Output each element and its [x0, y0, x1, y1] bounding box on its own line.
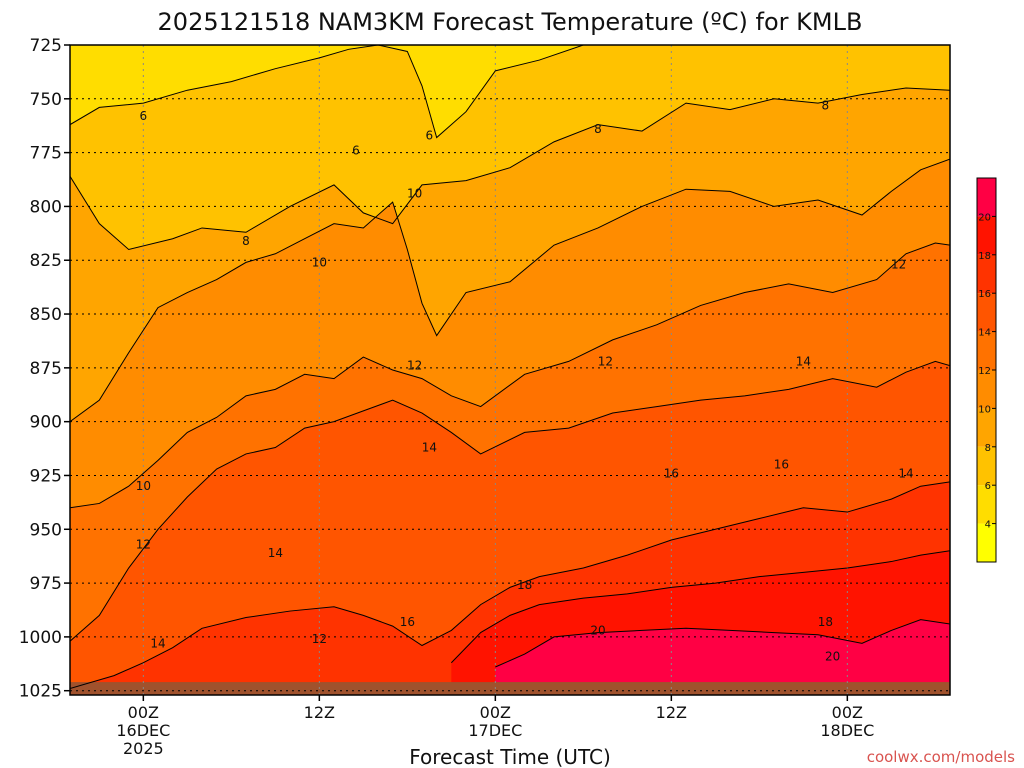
- colorbar-band: [977, 331, 996, 370]
- contour-label: 14: [422, 440, 437, 454]
- colorbar-tick-label: 18: [978, 251, 991, 262]
- contour-label: 8: [594, 122, 602, 136]
- y-tick-label: 1025: [19, 682, 62, 702]
- colorbar-band: [977, 408, 996, 447]
- y-tick-label: 900: [30, 413, 62, 433]
- contour-label: 14: [150, 636, 165, 650]
- isotherm-10: [70, 158, 950, 423]
- y-tick-label: 825: [30, 251, 62, 271]
- x-axis-label: Forecast Time (UTC): [409, 745, 611, 768]
- y-tick-label: 725: [30, 36, 62, 56]
- colorbar-band: [977, 485, 996, 524]
- contour-label: 16: [400, 615, 415, 629]
- y-axis-ticks: 725 750 775 800 825 850 875 900 925 950 975 1000 102…: [19, 36, 70, 702]
- y-tick-label: 800: [30, 197, 62, 217]
- contour-label: 10: [136, 479, 151, 493]
- grid-lines: [70, 45, 950, 695]
- colorbar-tick-label: 16: [978, 289, 991, 300]
- y-tick-label: 850: [30, 305, 62, 325]
- colorbar-tick-label: 20: [978, 212, 991, 223]
- plot-frame: [69, 44, 951, 696]
- contour-label: 8: [822, 98, 830, 112]
- credit-text: coolwx.com/models: [867, 748, 1015, 766]
- colorbar-band: [977, 216, 996, 255]
- contour-label: 14: [268, 546, 283, 560]
- contour-label: 6: [140, 109, 148, 123]
- contour-label: 12: [891, 258, 906, 272]
- contour-label: 12: [312, 632, 327, 646]
- x-tick-label: 16DEC: [116, 721, 170, 740]
- ground-surface: [70, 682, 950, 695]
- isotherm-8: [70, 87, 950, 251]
- colorbar-band: [977, 293, 996, 332]
- contour-label: 14: [898, 466, 913, 480]
- contour-label: 12: [598, 354, 613, 368]
- isotherm-12: [70, 242, 950, 509]
- x-tick-label: 12Z: [656, 703, 687, 722]
- contour-label: 18: [818, 615, 833, 629]
- y-tick-label: 975: [30, 574, 62, 594]
- isotherm-14: [70, 360, 950, 642]
- y-tick-label: 950: [30, 520, 62, 540]
- y-tick-label: 1000: [19, 628, 62, 648]
- contour-label: 16: [774, 458, 789, 472]
- colorbar-tick-label: 4: [985, 520, 991, 531]
- contour-label: 6: [352, 143, 360, 157]
- y-tick-label: 925: [30, 466, 62, 486]
- colorbar-band: [977, 446, 996, 486]
- y-tick-label: 775: [30, 144, 62, 164]
- x-tick-label: 00Z: [832, 703, 863, 722]
- contour-label: 18: [517, 578, 532, 592]
- x-tick-label: 18DEC: [820, 721, 874, 740]
- colorbar-tick-label: 6: [985, 481, 991, 492]
- colorbar-band: [977, 178, 996, 217]
- contour-label: 10: [407, 187, 422, 201]
- colorbar-band: [977, 370, 996, 409]
- contour-labels: 6 6 6 8 8 8 10 10 12 12 12 14 14 14 10 12 14 14 12 16 16 16 18…: [136, 98, 914, 663]
- plot-area: [70, 45, 950, 695]
- contour-label: 12: [407, 359, 422, 373]
- isotherm-16: [70, 481, 950, 690]
- colorbar-band: [977, 254, 996, 294]
- colorbar-band: [977, 523, 996, 562]
- x-tick-label: 00Z: [480, 703, 511, 722]
- colorbar-tick-label: 10: [978, 404, 991, 415]
- contour-label: 20: [590, 623, 605, 637]
- contour-label: 10: [312, 255, 327, 269]
- isotherm-6: [70, 45, 584, 139]
- contour-label: 12: [136, 537, 151, 551]
- y-tick-label: 875: [30, 359, 62, 379]
- isotherm-18: [450, 550, 950, 664]
- colorbar-tick-label: 14: [978, 328, 991, 339]
- contour-label: 20: [825, 649, 840, 663]
- y-tick-label: 750: [30, 90, 62, 110]
- contour-label: 14: [796, 354, 811, 368]
- contour-label: 8: [242, 234, 250, 248]
- x-tick-label: 17DEC: [468, 721, 522, 740]
- isotherm-contours: [70, 45, 950, 690]
- colorbar-tick-label: 8: [985, 443, 991, 454]
- colorbar: 4 6 8 10 12 14 16 18 20: [976, 177, 997, 563]
- x-tick-label: 2025: [123, 739, 164, 758]
- contour-label: 16: [664, 466, 679, 480]
- isotherm-20: [495, 619, 950, 668]
- chart-title: 2025121518 NAM3KM Forecast Temperature (…: [158, 8, 863, 36]
- contour-label: 6: [426, 128, 434, 142]
- x-tick-label: 00Z: [128, 703, 159, 722]
- x-tick-label: 12Z: [304, 703, 335, 722]
- colorbar-tick-label: 12: [978, 366, 991, 377]
